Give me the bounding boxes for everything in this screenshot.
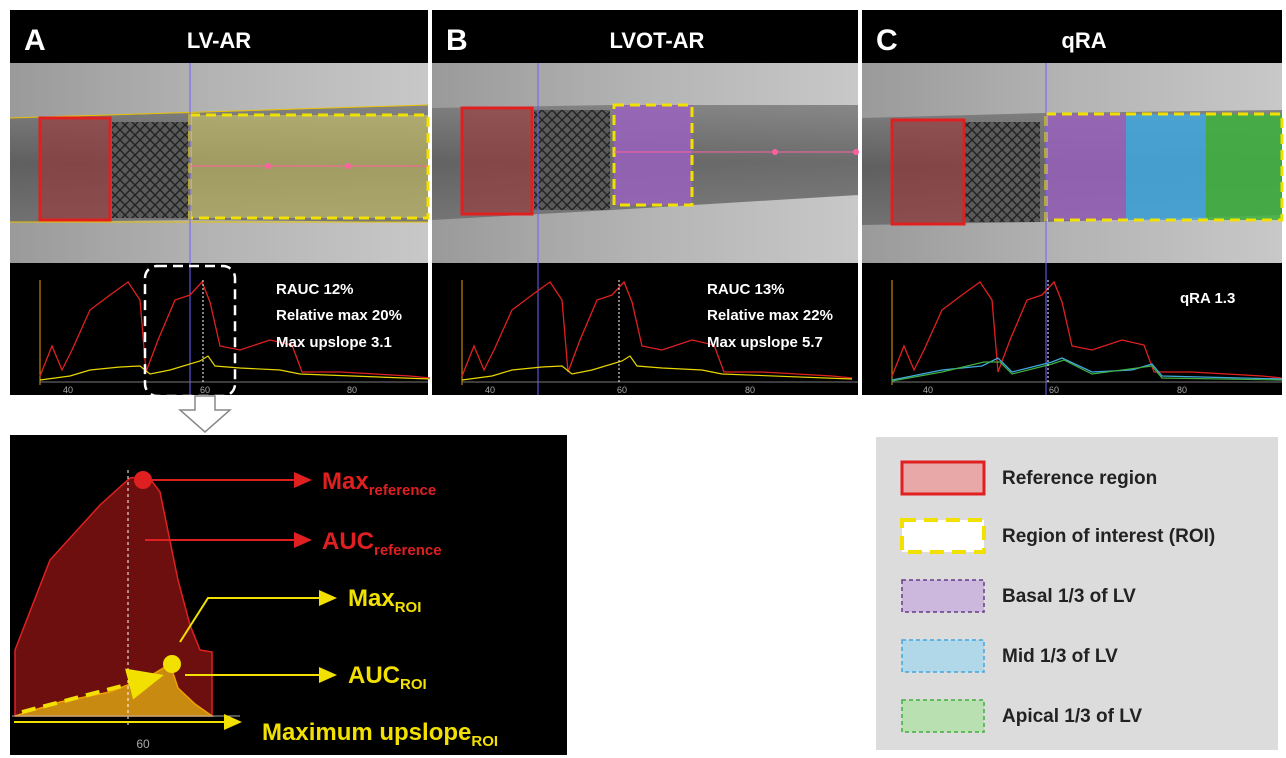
zoom-arrow xyxy=(180,396,230,432)
stat: Relative max 22% xyxy=(707,307,833,324)
legend-swatch xyxy=(902,462,984,494)
axis-tick: 40 xyxy=(485,385,495,395)
label-main: AUC xyxy=(348,662,400,689)
axis-tick: 60 xyxy=(1049,385,1059,395)
panel-letter: C xyxy=(876,24,898,57)
label-main: Max xyxy=(348,585,395,612)
decor-rect xyxy=(1046,114,1126,220)
stat: RAUC 13% xyxy=(707,281,785,298)
panel-title: LVOT-AR xyxy=(610,28,705,53)
legend-swatch xyxy=(902,580,984,612)
label-main: Maximum upslope xyxy=(262,719,471,746)
legend-swatch xyxy=(902,520,984,552)
axis-tick: 60 xyxy=(136,737,150,751)
zoom-label: Maximum upslopeROI xyxy=(262,719,498,750)
page: { "panels": [ {"letter": "A", "title": "… xyxy=(0,0,1286,758)
legend-swatch xyxy=(902,700,984,732)
stat: RAUC 12% xyxy=(276,281,354,298)
legend-label: Region of interest (ROI) xyxy=(1002,526,1215,547)
zoom-panel: Maxreference AUCreference MaxROI AUCROI … xyxy=(10,435,567,755)
decor-rect xyxy=(534,110,610,210)
decor-rect xyxy=(1206,114,1282,220)
axis-tick: 60 xyxy=(617,385,627,395)
legend: Reference region Region of interest (ROI… xyxy=(876,437,1278,750)
axis-tick: 60 xyxy=(200,385,210,395)
legend-label: Basal 1/3 of LV xyxy=(1002,586,1136,607)
panel-letter: A xyxy=(24,24,46,57)
axis-tick: 80 xyxy=(347,385,357,395)
stat: Relative max 20% xyxy=(276,307,402,324)
label-sub: ROI xyxy=(395,599,422,616)
axis-tick: 40 xyxy=(923,385,933,395)
panel-a: A LV-AR RAUC 12% Relative max 20% Max up… xyxy=(10,10,430,396)
panel-letter: B xyxy=(446,24,468,57)
decor-rect xyxy=(112,122,188,218)
stat: Max upslope 5.7 xyxy=(707,334,823,351)
stat: qRA 1.3 xyxy=(1180,290,1235,307)
panel-c: C qRA qRA 1.3 40 60 80 xyxy=(862,10,1282,395)
label-main: AUC xyxy=(322,528,374,555)
label-sub: ROI xyxy=(471,733,498,750)
decor-circle xyxy=(345,163,351,169)
decor-circle xyxy=(163,655,181,673)
decor-circle xyxy=(772,149,778,155)
label-main: Max xyxy=(322,468,369,495)
decor-rect xyxy=(892,120,964,224)
legend-label: Apical 1/3 of LV xyxy=(1002,706,1142,727)
stat: Max upslope 3.1 xyxy=(276,334,392,351)
decor-circle xyxy=(853,149,859,155)
panel-title: qRA xyxy=(1061,28,1106,53)
decor-rect xyxy=(462,108,532,214)
decor-rect xyxy=(964,122,1040,222)
legend-label: Mid 1/3 of LV xyxy=(1002,646,1118,667)
decor-rect xyxy=(614,105,692,205)
decor-rect xyxy=(1126,114,1206,220)
label-sub: reference xyxy=(369,482,437,499)
legend-label: Reference region xyxy=(1002,468,1157,489)
panel-title: LV-AR xyxy=(187,28,251,53)
axis-tick: 40 xyxy=(63,385,73,395)
panel-b: B LVOT-AR RAUC 13% Relative max 22% Max … xyxy=(432,10,859,395)
figure: A LV-AR RAUC 12% Relative max 20% Max up… xyxy=(0,0,1286,758)
axis-tick: 80 xyxy=(745,385,755,395)
decor-circle xyxy=(134,471,152,489)
label-sub: reference xyxy=(374,542,442,559)
axis-tick: 80 xyxy=(1177,385,1187,395)
decor-circle xyxy=(265,163,271,169)
label-sub: ROI xyxy=(400,676,427,693)
decor-rect xyxy=(40,118,110,220)
legend-swatch xyxy=(902,640,984,672)
